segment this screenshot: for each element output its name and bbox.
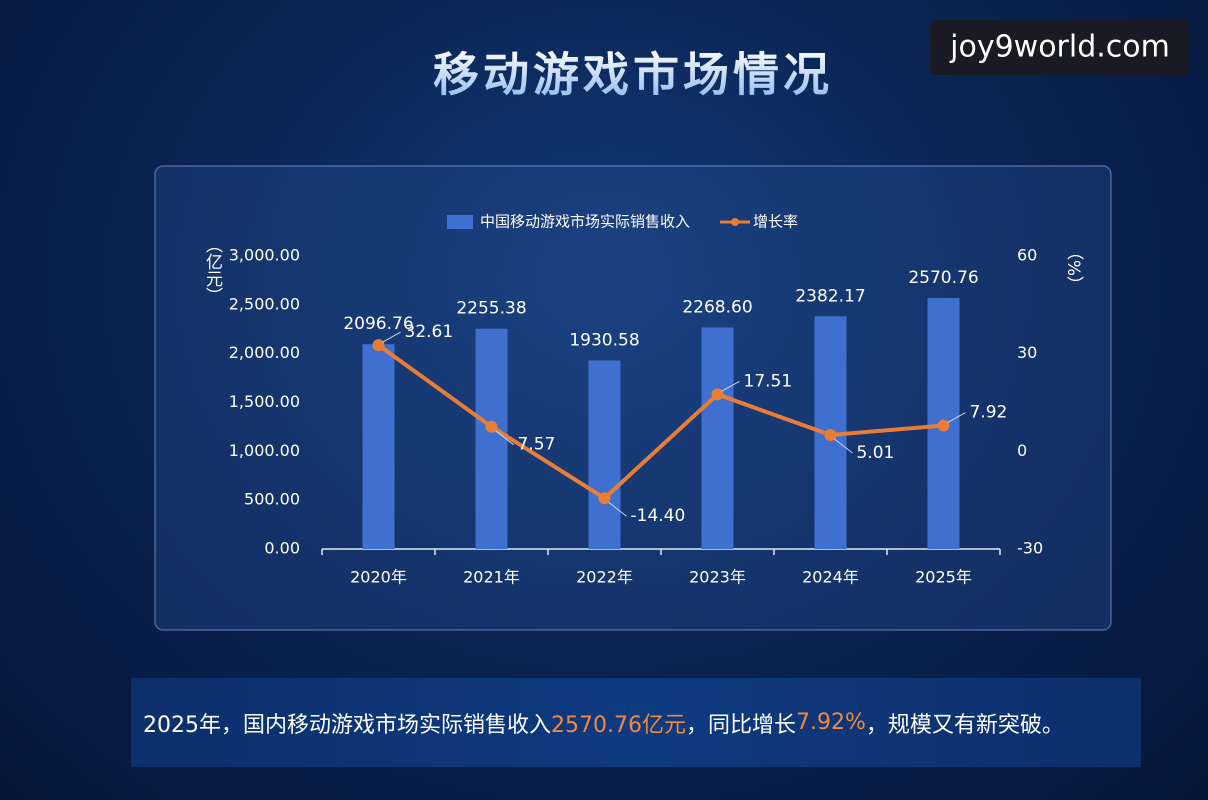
leader-line (834, 438, 853, 454)
watermark: joy9world.com (949, 30, 1170, 65)
line-point (937, 419, 950, 432)
footer-text: ，同比增长 (685, 712, 796, 738)
footer-highlight: 7.92% (796, 710, 866, 735)
line-point (598, 492, 611, 505)
bar-value-label: 2268.60 (682, 297, 752, 317)
y-axis-label: （亿元） (202, 236, 223, 304)
bar (701, 327, 734, 549)
point-value-label: 7.57 (518, 435, 556, 455)
y-tick-label: 2,500.00 (229, 294, 300, 313)
point-value-label: -14.40 (631, 506, 686, 526)
x-tick-label: 2022年 (576, 568, 633, 587)
x-tick-label: 2021年 (463, 568, 520, 587)
line-point (372, 339, 385, 352)
point-value-label: 5.01 (857, 443, 895, 463)
leader-line (947, 412, 966, 423)
bar-value-label: 1930.58 (569, 330, 639, 350)
leader-line (495, 430, 514, 446)
leader-line (382, 331, 401, 343)
footer-text: 2025年，国内移动游戏市场实际销售收入 (143, 712, 551, 738)
line-point (824, 429, 837, 442)
legend-swatch (731, 218, 740, 226)
bar (475, 328, 508, 549)
page-title: 移动游戏市场情况 (433, 48, 833, 102)
x-tick-label: 2024年 (802, 568, 859, 587)
y-tick-label: 500.00 (244, 490, 300, 509)
y-tick-label: 3,000.00 (229, 246, 300, 265)
y-tick-label: 2,000.00 (229, 343, 300, 362)
y-tick-label: 1,000.00 (229, 441, 300, 460)
y2-tick-label: 60 (1017, 246, 1037, 265)
bar-value-label: 2096.76 (343, 314, 413, 334)
point-value-label: 17.51 (744, 371, 793, 391)
footer-highlight: 2570.76亿元 (551, 712, 686, 738)
footer-text: ，规模又有新突破。 (865, 712, 1064, 738)
line-point (711, 388, 724, 401)
y-tick-label: 0.00 (264, 539, 300, 558)
bar-value-label: 2255.38 (456, 299, 526, 319)
legend-swatch (447, 215, 473, 229)
point-value-label: 7.92 (970, 403, 1008, 423)
x-tick-label: 2020年 (350, 568, 407, 587)
bar (362, 344, 395, 549)
point-value-label: 32.61 (405, 322, 454, 342)
bar (588, 360, 621, 549)
legend-label: 增长率 (753, 213, 798, 231)
y2-tick-label: 30 (1017, 343, 1037, 362)
y2-tick-label: 0 (1017, 441, 1027, 460)
footer: 2025年，国内移动游戏市场实际销售收入 2570.76亿元 ，同比增长 7.92%，… (131, 678, 1141, 767)
y2-tick-label: -30 (1017, 539, 1043, 558)
y-tick-label: 1,500.00 (229, 392, 300, 411)
x-tick-label: 2023年 (689, 568, 746, 587)
line-point (485, 420, 498, 433)
legend-label: 中国移动游戏市场实际销售收入 (480, 213, 690, 231)
watermark-box (930, 20, 1190, 75)
x-tick-label: 2025年 (915, 568, 972, 587)
bar-value-label: 2382.17 (795, 286, 865, 306)
bar-value-label: 2570.76 (908, 268, 978, 288)
leader-line (608, 501, 627, 517)
y2-axis-label: （%） (1063, 243, 1084, 293)
leader-line (721, 380, 740, 392)
line (377, 343, 944, 501)
